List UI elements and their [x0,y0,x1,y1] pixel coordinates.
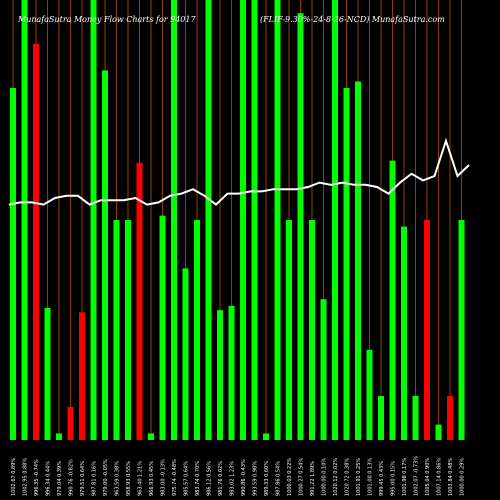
x-tick-label: 1000.00 0.29% [460,458,466,496]
x-tick-label: 989.33 0.60% [264,461,270,496]
bar [33,44,39,440]
bar [90,0,97,440]
bar [458,220,465,440]
bar [113,220,120,440]
bar [10,88,16,440]
x-tick-label: 987.86 0.54% [276,461,282,496]
x-tick-label: 983.74 0.70% [195,461,201,496]
bar [332,0,338,440]
bar [44,308,51,440]
bar [447,396,453,440]
x-tick-label: 995.00 0.15% [391,461,397,496]
bar [297,13,304,440]
x-tick-label: 983.00 -0.13% [161,459,167,496]
x-tick-label: 1001.98 0.17% [402,458,408,496]
chart-title-left: MunafaSutra Money Flow Charts for 94017 [18,15,196,24]
x-tick-label: 1002.67 0.89% [11,458,17,496]
x-tick-label: 985.57 0.64% [184,461,190,496]
bar [102,70,108,441]
x-tick-label: 986.12 0.56% [207,461,213,496]
bar [79,312,85,440]
bar [148,433,154,440]
x-tick-label: 1000.27 0.54% [299,458,305,496]
x-tick-label: 975.74 -0.48% [172,459,178,496]
bar [412,396,419,440]
money-flow-line [8,137,470,206]
bar [125,220,131,440]
bar [366,349,373,440]
bar [251,0,258,440]
x-tick-label: 991.22 1.89% [310,461,316,496]
x-tick-label: 981.76 0.02% [218,461,224,496]
bar [21,0,28,440]
x-tick-label: 958.93 0.55% [126,461,132,496]
bar [309,220,315,440]
x-tick-label: 996.35 -0.74% [34,459,40,496]
bar [194,220,200,440]
chart-title-right: (FLIF-9.30%-24-8-26-NCD) MunafaSutra.com [260,15,445,24]
bar [435,424,442,440]
bar [182,268,189,440]
bar [171,0,177,440]
bar [56,433,62,440]
x-tick-label: 999.45 0.43% [379,461,385,496]
x-tick-label: 1000.00 0.10% [322,458,328,496]
x-tick-labels: 1002.67 0.89% 1002.95 0.88% 996.35 -0.74% 9… [11,456,466,496]
bar [286,220,292,440]
x-tick-label: 1020.12 0.02% [333,458,339,496]
bar [401,226,407,440]
x-tick-label: 1001.00 0.13% [368,458,374,496]
bar [389,160,396,440]
bar [263,433,269,440]
bar [159,215,166,440]
x-tick-label: 1003.84 0.48% [448,458,454,496]
x-tick-label: 979.00 -0.05% [103,459,109,496]
x-tick-label: 979.04 0.39% [57,461,63,496]
x-tick-label: 966.93 0.45% [149,461,155,496]
bar [228,305,235,440]
x-tick-label: 1000.03 0.22% [287,458,293,496]
bar [217,310,223,440]
bar [136,162,143,441]
x-tick-label: 963.40 1.21% [138,461,144,496]
bar [320,299,327,440]
x-tick-label: 987.81 0.16% [92,461,98,496]
bar [205,0,212,440]
bar [240,0,246,440]
x-tick-label: 990.86 -0.43% [241,459,247,496]
x-tick-label: 1007.14 0.86% [437,458,443,496]
bar [343,88,350,440]
x-tick-label: 1002.95 0.88% [23,458,29,496]
x-tick-label: 1002.07 -0.73% [414,456,420,496]
x-tick-label: 990.76 -0.82% [69,459,75,496]
x-tick-label: 983.02 1.23% [230,461,236,496]
bar [67,407,74,440]
x-tick-label: 1020.72 0.38% [345,458,351,496]
bar-series [10,0,465,441]
x-tick-label: 996.34 0.44% [46,461,52,496]
bar [424,220,430,440]
x-tick-label: 993.59 0.98% [253,461,259,496]
x-tick-label: 1005.04 0.90% [425,458,431,496]
x-tick-label: 1001.91 0.25% [356,458,362,496]
x-tick-label: 979.51 0.64% [80,461,86,496]
bar [274,0,281,440]
bar [355,81,361,441]
x-tick-label: 963.59 0.38% [115,461,121,496]
bar [378,396,384,440]
